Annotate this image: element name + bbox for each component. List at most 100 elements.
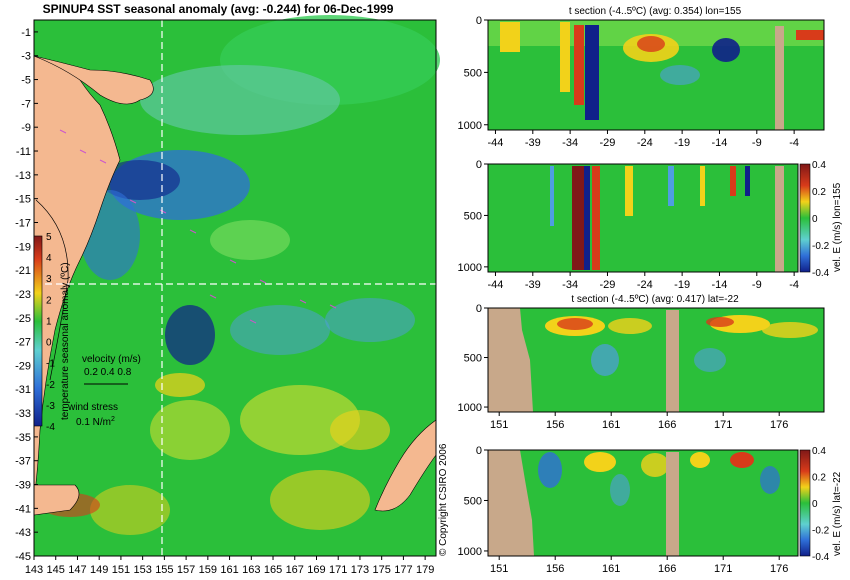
map-x-tick-label: 171 [329,564,347,576]
section-2-colorbar-tick-label: 0.2 [812,187,826,198]
section-1-x-tick-label: -14 [712,137,728,149]
map-x-tick-label: 149 [90,564,108,576]
section-4-colorbar-tick-label: -0.2 [812,526,830,537]
map-x-tick-label: 175 [372,564,390,576]
map-y-tick-label: -31 [15,384,31,396]
map-panel: SPINUP4 SST seasonal anomaly (avg: -0.24… [15,2,449,576]
section-4-y-ticks: 0 500 1000 [458,445,488,558]
map-x-tick-label: 159 [199,564,217,576]
map-y-tick-label: -29 [15,360,31,372]
section-3-x-tick-label: 176 [770,419,788,431]
section-2-x-ticks: -44 -39 -34 -29 -24 -19 -14 -9 -4 [488,272,799,291]
section-2-colorbar-ticks: 0.4 0.2 0 -0.2 -0.4 [812,160,830,279]
section-4-x-tick-label: 171 [714,563,732,575]
map-legend: velocity (m/s) 0.2 0.4 0.8 wind stress 0… [67,354,141,428]
sst-colorbar-tick-label: -1 [46,359,55,370]
section-1-x-tick-label: -4 [789,137,799,149]
map-y-tick-label: -37 [15,456,31,468]
section-2-x-tick-label: -39 [525,279,541,291]
velocity-legend-label: velocity (m/s) [82,354,141,365]
map-x-tick-label: 177 [394,564,412,576]
map-x-tick-label: 155 [155,564,173,576]
section-2-x-tick-label: -14 [712,279,728,291]
velocity-legend-values: 0.2 0.4 0.8 [84,367,132,378]
map-x-tick-label: 173 [351,564,369,576]
section-2-x-tick-label: -9 [752,279,762,291]
map-x-tick-label: 153 [133,564,151,576]
map-y-tick-label: -19 [15,241,31,253]
map-y-tick-label: -43 [15,527,31,539]
map-y-tick-label: -3 [21,51,31,63]
section-3-y-tick-label: 0 [476,303,482,315]
section-1-x-tick-label: -19 [674,137,690,149]
section-3-y-ticks: 0 500 1000 [458,303,488,414]
section-2-y-ticks: 0 500 1000 [458,159,488,274]
section-3-x-tick-label: 171 [714,419,732,431]
section-1-y-ticks: 0 500 1000 [458,15,488,132]
section-2-colorbar-tick-label: -0.4 [812,268,830,279]
sst-colorbar-tick-label: 2 [46,295,52,306]
section-3-x-ticks: 151 156 161 166 171 176 [490,412,788,431]
sst-colorbar [33,235,43,427]
section-2-x-tick-label: -34 [562,279,578,291]
section-1-x-tick-label: -29 [600,137,616,149]
map-y-ticks: -1 -3 -5 -7 -9 -11 -13 -15 -17 -19 -21 -23 -25 -27 -29… [15,27,38,563]
section-4-x-tick-label: 176 [770,563,788,575]
map-y-tick-label: -27 [15,337,31,349]
shelf-contour [35,199,69,381]
section-2-y-tick-label: 500 [464,210,482,222]
section-2-y-tick-label: 1000 [458,262,482,274]
section-2-x-tick-label: -44 [488,279,504,291]
section-4-x-tick-label: 156 [546,563,564,575]
sst-colorbar-tick-label: 3 [46,274,52,285]
section-4-x-ticks: 151 156 161 166 171 176 [490,556,788,575]
map-x-tick-label: 165 [264,564,282,576]
map-y-tick-label: -17 [15,217,31,229]
map-y-tick-label: -45 [15,551,31,563]
section-1-x-tick-label: -44 [488,137,504,149]
section-1-y-tick-label: 0 [476,15,482,27]
map-x-tick-label: 151 [112,564,130,576]
map-y-tick-label: -11 [16,146,31,158]
map-y-tick-label: -15 [15,194,31,206]
map-y-tick-label: -39 [15,480,31,492]
map-x-tick-label: 143 [25,564,43,576]
section-2-colorbar-tick-label: -0.2 [812,241,830,252]
section-4-lat-vel: 0 500 1000 151 156 161 166 171 176 0.4 0.2 0 -0.2 -… [458,445,843,575]
section-4-colorbar-tick-label: 0 [812,499,818,510]
map-y-tick-label: -25 [15,313,31,325]
map-x-tick-label: 167 [286,564,304,576]
sst-colorbar-label: temperature seasonal anomaly (ºC) [60,262,71,420]
map-x-tick-label: 163 [242,564,260,576]
section-2-x-tick-label: -29 [600,279,616,291]
map-x-ticks: 143 145 147 149 151 153 155 157 159 161 163 165 167 1… [25,556,434,576]
sst-colorbar-ticks: 5 4 3 2 1 0 -1 -2 -3 -4 [46,232,55,433]
map-y-tick-label: -5 [21,75,31,87]
map-x-tick-label: 157 [177,564,195,576]
sst-colorbar-tick-label: -3 [46,401,55,412]
map-x-tick-label: 169 [307,564,325,576]
section-1-y-tick-label: 500 [464,67,482,79]
section-4-colorbar-tick-label: 0.4 [812,446,826,457]
section-4-colorbar-tick-label: 0.2 [812,473,826,484]
map-y-tick-label: -1 [21,27,31,39]
section-3-lat-temp: t section (-4..5ºC) (avg: 0.417) lat=-22… [458,294,825,431]
new-guinea-land [33,55,154,105]
section-4-x-tick-label: 166 [658,563,676,575]
sst-colorbar-tick-label: 0 [46,338,52,349]
section-4-colorbar [799,449,811,557]
map-x-tick-label: 161 [220,564,238,576]
map-y-tick-label: -13 [15,170,31,182]
section-2-x-tick-label: -19 [674,279,690,291]
section-2-y-tick-label: 0 [476,159,482,171]
map-y-tick-label: -33 [15,408,31,420]
map-y-tick-label: -41 [15,503,31,515]
map-x-tick-label: 147 [68,564,86,576]
section-3-y-tick-label: 1000 [458,402,482,414]
section-3-x-tick-label: 161 [602,419,620,431]
wind-legend-value: 0.1 N/m2 [76,416,115,428]
map-field [40,15,440,535]
map-vectors [59,129,337,324]
map-colorbar: 5 4 3 2 1 0 -1 -2 -3 -4 temperature seasonal anom… [33,232,71,433]
